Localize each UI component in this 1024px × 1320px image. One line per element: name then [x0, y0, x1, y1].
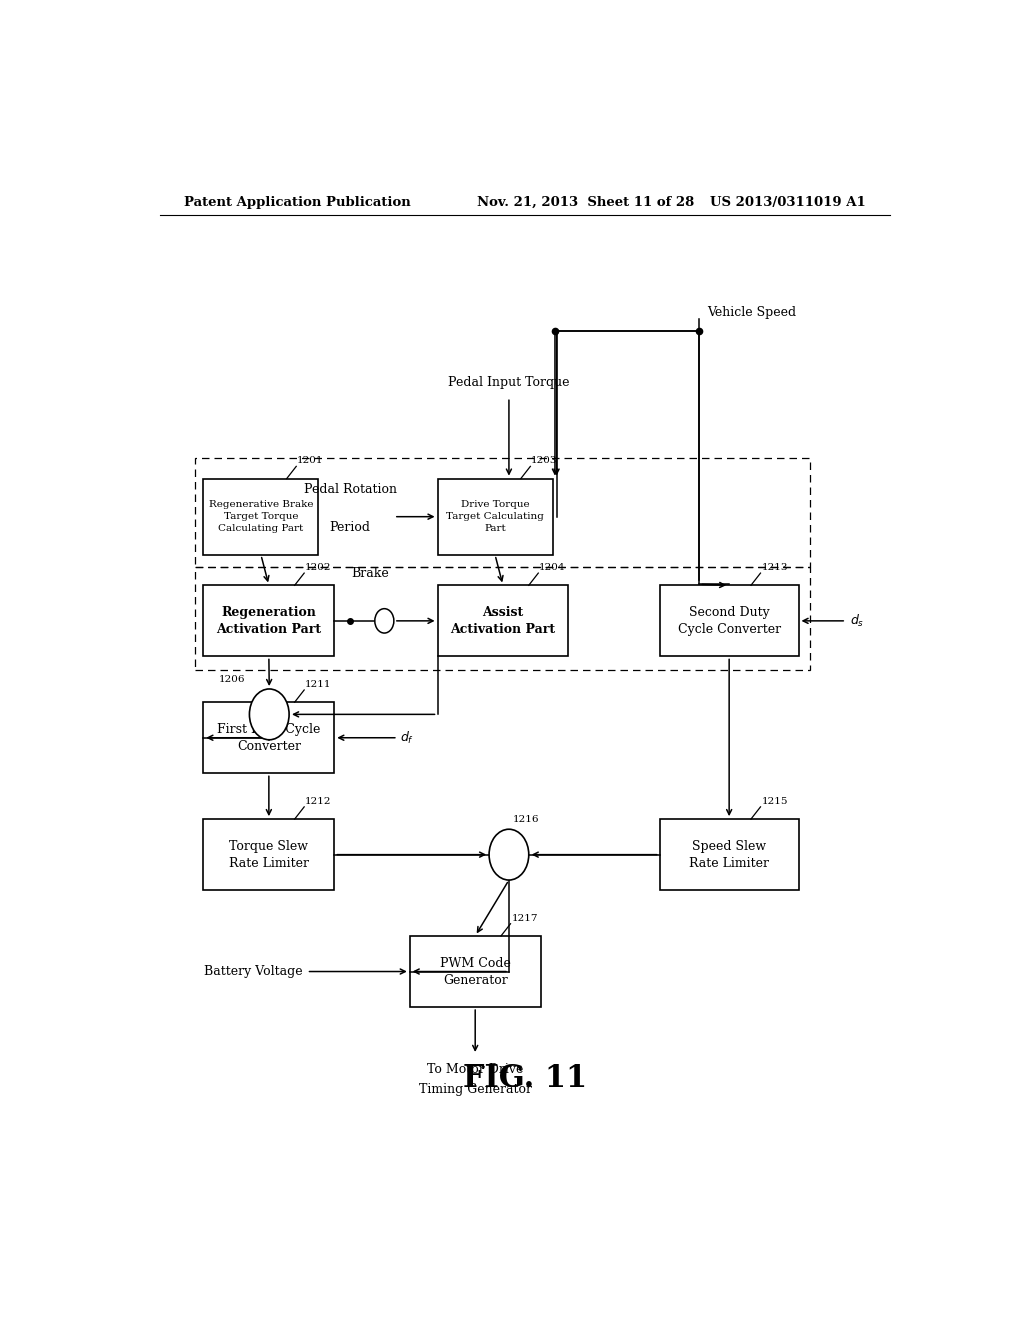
Text: Nov. 21, 2013  Sheet 11 of 28: Nov. 21, 2013 Sheet 11 of 28 [477, 195, 694, 209]
Bar [196, 458, 811, 568]
Text: To Motor Drive: To Motor Drive [427, 1063, 523, 1076]
Circle shape [375, 609, 394, 634]
Text: Battery Voltage: Battery Voltage [204, 965, 303, 978]
Text: 1212: 1212 [305, 797, 332, 805]
Text: $d_{\mathregular{s}}$: $d_{\mathregular{s}}$ [850, 612, 864, 628]
Text: 1216: 1216 [513, 816, 540, 824]
Text: +: + [512, 847, 521, 857]
Circle shape [250, 689, 289, 739]
Text: $d_{\mathregular{f}}$: $d_{\mathregular{f}}$ [400, 730, 415, 746]
Bar [437, 479, 553, 554]
Bar [196, 568, 811, 669]
Text: Patent Application Publication: Patent Application Publication [183, 195, 411, 209]
Text: 1211: 1211 [305, 680, 332, 689]
Text: 1213: 1213 [761, 564, 787, 572]
Bar [204, 818, 334, 890]
Text: FIG. 11: FIG. 11 [463, 1063, 587, 1094]
Text: 1203: 1203 [531, 457, 558, 466]
Text: +: + [271, 718, 281, 729]
Text: Pedal Input Torque: Pedal Input Torque [449, 376, 569, 389]
Text: Period: Period [330, 521, 371, 533]
Text: Timing Generator: Timing Generator [419, 1084, 531, 1097]
Bar [659, 585, 799, 656]
Text: First Duty Cycle
Converter: First Duty Cycle Converter [217, 723, 321, 752]
Text: US 2013/0311019 A1: US 2013/0311019 A1 [711, 195, 866, 209]
Text: Regenerative Brake
Target Torque
Calculating Part: Regenerative Brake Target Torque Calcula… [209, 500, 313, 533]
Text: Vehicle Speed: Vehicle Speed [708, 306, 797, 319]
Text: Assist
Activation Part: Assist Activation Part [451, 606, 556, 636]
Text: 1215: 1215 [761, 797, 787, 805]
Circle shape [489, 829, 528, 880]
Bar [204, 585, 334, 656]
Text: 1202: 1202 [305, 564, 332, 572]
Text: 1206: 1206 [219, 675, 246, 684]
Text: Brake: Brake [351, 568, 389, 581]
Text: Pedal Rotation: Pedal Rotation [304, 483, 396, 496]
Text: Regeneration
Activation Part: Regeneration Activation Part [216, 606, 322, 636]
Text: Second Duty
Cycle Converter: Second Duty Cycle Converter [678, 606, 780, 636]
Bar [204, 479, 318, 554]
Text: 1217: 1217 [511, 913, 538, 923]
Text: 1204: 1204 [539, 564, 565, 572]
Bar [204, 702, 334, 774]
Text: −: − [258, 701, 267, 710]
Text: PWM Code
Generator: PWM Code Generator [439, 957, 511, 986]
Bar [437, 585, 568, 656]
Text: 1201: 1201 [297, 457, 324, 466]
Text: +: + [497, 847, 506, 857]
Bar [410, 936, 541, 1007]
Text: Drive Torque
Target Calculating
Part: Drive Torque Target Calculating Part [446, 500, 544, 533]
Text: Torque Slew
Rate Limiter: Torque Slew Rate Limiter [229, 840, 309, 870]
Text: Speed Slew
Rate Limiter: Speed Slew Rate Limiter [689, 840, 769, 870]
Bar [659, 818, 799, 890]
